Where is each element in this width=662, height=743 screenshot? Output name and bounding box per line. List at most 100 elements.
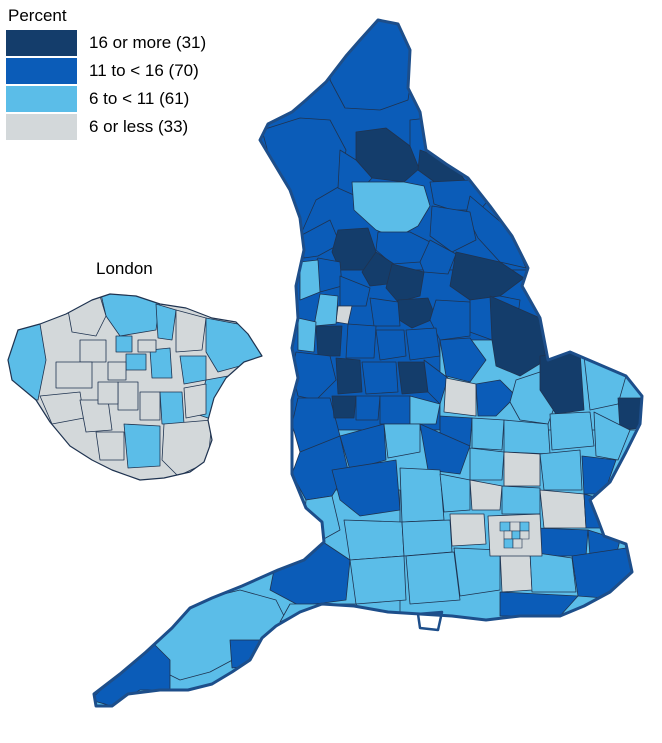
borough-cell xyxy=(503,538,514,549)
borough-hounslow xyxy=(39,391,85,425)
legend-swatch xyxy=(6,29,77,56)
borough-lewisham xyxy=(159,391,185,425)
region-preston xyxy=(299,259,321,301)
region-boston xyxy=(475,379,517,417)
region-birmingham xyxy=(379,395,411,425)
region-oxford xyxy=(399,467,445,523)
region-richmondshire xyxy=(351,181,431,239)
region-hertford xyxy=(501,485,541,515)
london-inset-map xyxy=(7,293,263,481)
region-south-norfolk xyxy=(549,411,595,451)
region-swindon xyxy=(343,519,405,561)
borough-brent xyxy=(79,339,107,363)
england-coastline xyxy=(92,18,644,708)
region-coventry xyxy=(383,423,421,459)
region-lincoln xyxy=(439,337,487,383)
region-ipswich xyxy=(581,455,617,495)
region-cornwall xyxy=(94,639,171,706)
borough-cell xyxy=(511,530,521,540)
region-reading xyxy=(401,519,453,557)
borough-westminster xyxy=(107,361,127,381)
borough-southwark xyxy=(117,381,139,411)
region-fenland xyxy=(471,417,505,451)
region-surrey xyxy=(453,547,501,597)
legend-label: 11 to < 16 (70) xyxy=(89,60,199,80)
region-kent-east xyxy=(571,547,633,599)
legend-item-11-to-16: 11 to < 16 (70) xyxy=(6,57,266,84)
borough-lambeth xyxy=(139,391,161,421)
region-slough xyxy=(449,513,487,547)
borough-wandsworth xyxy=(97,381,119,405)
borough-havering xyxy=(205,317,262,373)
region-telford xyxy=(331,395,357,419)
borough-redbridge xyxy=(175,309,207,353)
borough-greenwich xyxy=(183,383,207,419)
region-milton-keynes xyxy=(439,473,471,513)
region-rotherham xyxy=(375,329,407,361)
region-calderdale xyxy=(339,275,371,307)
region-liverpool xyxy=(297,317,317,353)
borough-bromley xyxy=(161,419,213,477)
region-wiltshire xyxy=(349,555,407,605)
borough-waltham xyxy=(155,303,177,341)
borough-hackney xyxy=(137,339,157,353)
region-great-yarmouth xyxy=(617,397,642,431)
region-chelmsford xyxy=(539,489,587,529)
region-breckland xyxy=(503,419,551,455)
region-south-holland xyxy=(443,377,477,417)
borough-sutton xyxy=(95,431,125,461)
region-ryedale xyxy=(429,205,477,253)
borough-newham xyxy=(179,355,207,385)
borough-cell xyxy=(503,530,513,540)
legend-label: 6 or less (33) xyxy=(89,116,189,136)
region-devon xyxy=(149,589,291,681)
borough-cell xyxy=(519,530,530,540)
region-babergh xyxy=(539,449,583,491)
london-outline xyxy=(7,293,263,481)
region-worcester xyxy=(339,423,387,471)
region-doncaster xyxy=(429,299,471,341)
region-hampshire xyxy=(405,551,461,605)
borough-croydon xyxy=(123,423,161,469)
region-kent-west xyxy=(529,551,577,593)
legend-title: Percent xyxy=(8,6,67,25)
borough-cell xyxy=(519,521,530,532)
borough-cell xyxy=(499,521,511,532)
london-inset-title: London xyxy=(96,259,153,278)
region-leicester xyxy=(409,395,441,425)
region-northampton xyxy=(419,423,471,475)
region-huntingdon xyxy=(469,447,505,481)
legend-label: 16 or more (31) xyxy=(89,32,207,52)
region-bradford xyxy=(361,251,395,287)
borough-islington xyxy=(125,353,147,371)
map-legend: Percent 16 or more (31) 11 to < 16 (70) … xyxy=(6,6,266,141)
legend-item-6-or-less: 6 or less (33) xyxy=(6,113,266,140)
legend-label: 6 to < 11 (61) xyxy=(89,88,190,108)
region-bassetlaw xyxy=(405,327,441,361)
borough-richmond xyxy=(79,399,113,433)
region-manchester xyxy=(313,293,339,327)
region-barnsley xyxy=(369,297,401,327)
legend-item-16-or-more: 16 or more (31) xyxy=(6,29,266,56)
borough-cell xyxy=(512,538,523,549)
region-wolverhampton xyxy=(355,395,381,421)
legend-item-6-to-11: 6 to < 11 (61) xyxy=(6,85,266,112)
region-sheffield xyxy=(345,323,377,359)
borough-cell xyxy=(509,521,521,532)
legend-swatch xyxy=(6,57,77,84)
region-derby xyxy=(361,361,399,395)
london-small-boroughs xyxy=(499,521,530,549)
region-gloucester xyxy=(331,459,401,517)
legend-swatch xyxy=(6,113,77,140)
region-york xyxy=(419,239,457,275)
isle-of-wight-outline xyxy=(416,610,444,632)
borough-camden xyxy=(115,335,133,353)
region-stockport xyxy=(315,325,343,357)
region-lincolnshire-north xyxy=(489,295,547,377)
borough-ealing xyxy=(55,361,93,389)
legend-swatch xyxy=(6,85,77,112)
region-nottingham xyxy=(397,361,429,395)
region-cambridge xyxy=(503,451,541,487)
region-luton xyxy=(469,479,503,511)
